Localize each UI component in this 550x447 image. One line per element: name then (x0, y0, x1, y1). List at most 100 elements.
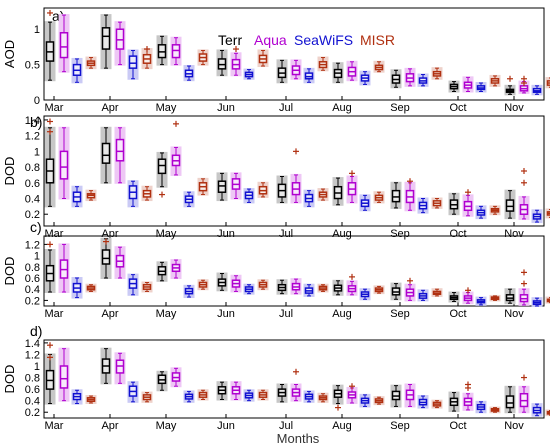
panel-a-ylabel: AOD (2, 40, 17, 68)
box-seawifs-mar (71, 57, 83, 84)
box-misr-apr (141, 48, 153, 70)
box-terr-oct (448, 291, 460, 303)
x-tick-label: Aug (332, 228, 352, 240)
y-tick-label: 0.2 (25, 295, 40, 307)
box-aqua-jul (290, 173, 302, 204)
box-seawifs-jun (243, 283, 255, 295)
box-aqua-mar (58, 347, 70, 402)
box-misr-may (197, 177, 209, 196)
x-tick-label: May (156, 420, 177, 432)
outlier-marker (47, 128, 53, 135)
y-tick-label: 1.2 (25, 349, 40, 361)
y-tick-label: 1.2 (25, 131, 40, 143)
box-aqua-jun (230, 274, 242, 293)
outlier-marker (103, 238, 109, 245)
box-misr-jun (257, 181, 269, 198)
outlier-marker (144, 46, 150, 53)
box-aqua-jun (230, 52, 242, 77)
panel-c-label: c) (30, 219, 42, 235)
box-seawifs-aug (359, 393, 371, 408)
panel-c-boxes (44, 237, 550, 307)
box-terr-jul (276, 279, 288, 295)
box-seawifs-nov (531, 403, 543, 417)
panel-c-xticks: Mar Apr May Jun Jul Aug Sep Oct Nov (45, 302, 524, 320)
panel-c: c) DOD 0.20.40.60.811.2 Mar Apr May Jun Jul A… (2, 219, 550, 320)
x-tick-label: Jun (217, 228, 235, 240)
box-seawifs-nov (531, 84, 543, 96)
y-tick-label: 1 (34, 361, 40, 373)
x-tick-label: Jun (217, 102, 235, 114)
x-tick-label: Nov (504, 420, 524, 432)
box-misr-sep (431, 67, 443, 80)
box-seawifs-sep (417, 395, 429, 409)
y-tick-label: 0.8 (25, 373, 40, 385)
box-aqua-may (170, 259, 182, 279)
box-misr-jun (257, 389, 269, 401)
box-seawifs-jun (243, 188, 255, 204)
box-aqua-aug (346, 280, 358, 296)
x-tick-label: May (156, 102, 177, 114)
box-misr-sep (431, 288, 443, 297)
y-tick-label: 0.4 (25, 396, 40, 408)
box-terr-jul (276, 59, 288, 84)
box-terr-mar (44, 21, 56, 82)
box-terr-oct (448, 192, 460, 216)
box-iqr (128, 55, 138, 69)
y-tick-label: 1 (34, 146, 40, 158)
y-tick-label: 1.2 (25, 239, 40, 251)
panel-d-frame (43, 339, 545, 419)
box-misr-may (197, 279, 209, 291)
panel-d-xticks: Mar Apr May Jun Jul Aug Sep Oct Nov (45, 414, 524, 432)
box-aqua-oct (462, 392, 474, 411)
box-misr-nov (545, 409, 550, 417)
box-terr-aug (332, 279, 344, 296)
box-terr-apr (100, 126, 112, 184)
outlier-marker (349, 383, 355, 390)
box-aqua-aug (346, 386, 358, 404)
box-terr-sep (390, 69, 402, 89)
box-terr-may (156, 370, 168, 392)
x-tick-label: Jul (279, 102, 293, 114)
x-tick-label: Aug (332, 308, 352, 320)
box-seawifs-sep (417, 289, 429, 302)
box-seawifs-apr (127, 49, 139, 80)
box-seawifs-oct (475, 82, 487, 93)
box-misr-nov (545, 296, 550, 304)
box-terr-jun (216, 172, 228, 202)
box-seawifs-jun (243, 68, 255, 80)
y-tick-label: 0.2 (25, 407, 40, 419)
y-tick-label: 0.2 (25, 209, 40, 221)
y-tick-label: 0 (34, 95, 40, 107)
x-tick-label: Oct (449, 420, 466, 432)
panel-a-xticks: Mar Apr May Jun Jul Aug Sep Oct Nov (45, 96, 524, 114)
x-tick-label: Sep (390, 420, 410, 432)
x-tick-label: Oct (449, 308, 466, 320)
box-misr-jul (317, 188, 329, 202)
outlier-marker (47, 342, 53, 349)
box-seawifs-may (183, 284, 195, 299)
box-terr-may (156, 151, 168, 188)
box-terr-apr (100, 14, 112, 70)
legend: Terr Aqua SeaWiFS MISR (218, 32, 395, 48)
outlier-marker (47, 9, 53, 16)
y-tick-label: 0.4 (25, 194, 40, 206)
panel-b-label: b) (30, 114, 42, 130)
outlier-marker (465, 384, 471, 391)
box-misr-mar (85, 283, 97, 293)
legend-aqua: Aqua (254, 32, 287, 48)
panel-b: b) DOD 0.2 0.4 0.6 0.8 1 1.2 1.4 Mar Apr May Jun J… (2, 114, 550, 240)
box-aqua-oct (462, 194, 474, 217)
x-tick-label: May (156, 228, 177, 240)
panel-b-xticks: Mar Apr May Jun Jul Aug Sep Oct Nov (45, 222, 524, 240)
box-seawifs-apr (127, 381, 139, 403)
box-misr-oct (489, 406, 501, 414)
panel-b-frame (43, 115, 545, 227)
box-iqr (157, 158, 167, 175)
box-misr-oct (489, 294, 501, 302)
outlier-marker (465, 189, 471, 196)
box-misr-jul (317, 392, 329, 403)
box-terr-mar (44, 353, 56, 405)
panel-c-frame (43, 235, 545, 307)
box-seawifs-mar (71, 389, 83, 405)
box-terr-sep (390, 282, 402, 301)
